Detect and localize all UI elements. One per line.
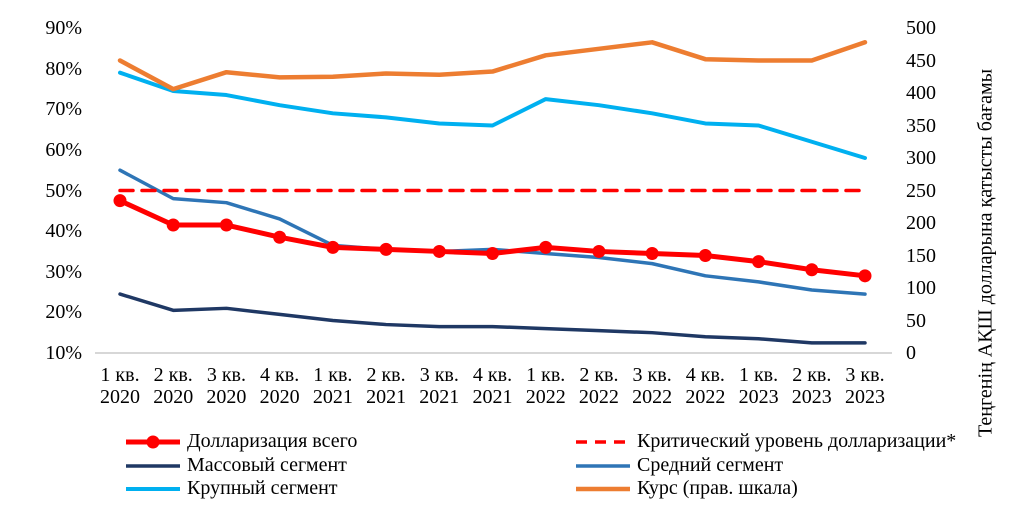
- series-line-mass_segment: [118, 292, 867, 345]
- legend-label: Крупный сегмент: [187, 477, 338, 499]
- y-left-tick-label: 70%: [45, 98, 82, 121]
- legend-item-dollarization-total: Долларизация всего: [126, 430, 357, 452]
- data-point-marker-dollarization_total: [486, 246, 499, 260]
- legend-item-exchange-rate: Курс (прав. шкала): [576, 477, 798, 499]
- x-axis-label: 1 кв. 2023: [738, 364, 779, 408]
- legend-line-marker-icon: [126, 433, 180, 449]
- right-axis-title: Теңгенің АҚШ долларына қатысты бағамы: [974, 68, 997, 438]
- legend-label: Критический уровень долларизации*: [637, 430, 957, 452]
- series-line-exchange_rate: [117, 40, 868, 92]
- y-right-tick-label: 150: [906, 244, 936, 267]
- y-right-tick-label: 100: [906, 277, 936, 299]
- data-point-marker-dollarization_total: [219, 218, 233, 232]
- y-left-tick-label: 40%: [45, 220, 82, 243]
- legend-label: Курс (прав. шкала): [637, 477, 798, 499]
- data-point-marker-dollarization_total: [645, 246, 659, 260]
- y-right-tick-label: 300: [906, 147, 936, 169]
- legend-line-marker-icon: [576, 457, 630, 473]
- x-axis-label: 1 кв. 2021: [312, 364, 353, 408]
- legend-label: Средний сегмент: [637, 454, 784, 476]
- data-point-marker-dollarization_total: [432, 244, 446, 258]
- legend-label: Долларизация всего: [187, 430, 358, 452]
- x-axis-label: 3 кв. 2020: [206, 364, 247, 408]
- y-left-tick-label: 10%: [45, 342, 82, 364]
- y-left-tick-label: 30%: [45, 260, 82, 283]
- y-left-tick-label: 90%: [45, 17, 82, 39]
- legend-item-mass-segment: Массовый сегмент: [126, 454, 347, 476]
- y-right-tick-label: 200: [906, 212, 936, 234]
- legend-line-marker-icon: [576, 480, 630, 496]
- data-point-marker-dollarization_total: [113, 194, 127, 208]
- legend-line-marker-icon: [126, 480, 180, 496]
- x-axis-label: 3 кв. 2021: [419, 364, 460, 408]
- y-right-tick-label: 400: [906, 82, 936, 104]
- y-left-tick-label: 20%: [45, 301, 82, 324]
- y-right-tick-label: 250: [906, 179, 936, 202]
- legend-item-medium-segment: Средний сегмент: [576, 454, 783, 476]
- data-point-marker-dollarization_total: [858, 269, 872, 283]
- x-axis-label: 4 кв. 2020: [259, 364, 300, 408]
- legend-item-critical-level: Критический уровень долларизации*: [576, 430, 956, 452]
- x-axis-label: 2 кв. 2022: [578, 364, 619, 408]
- legend-dashed-line-marker-icon: [576, 433, 630, 449]
- y-right-tick-label: 50: [906, 309, 926, 332]
- data-point-marker-dollarization_total: [379, 242, 393, 256]
- data-point-marker-dollarization_total: [326, 240, 340, 254]
- legend-item-large-segment: Крупный сегмент: [126, 477, 338, 499]
- series-line-large_segment: [118, 70, 867, 160]
- data-point-marker-dollarization_total: [592, 244, 606, 258]
- x-axis-label: 3 кв. 2023: [845, 364, 885, 408]
- legend-line-marker-icon: [126, 457, 180, 473]
- legend-label: Массовый сегмент: [187, 454, 347, 476]
- y-right-tick-label: 350: [906, 114, 936, 137]
- data-point-marker-dollarization_total: [752, 255, 766, 269]
- x-axis-label: 2 кв. 2023: [791, 364, 832, 408]
- x-axis-label: 4 кв. 2021: [472, 364, 513, 408]
- x-axis-label: 2 кв. 2021: [366, 364, 407, 408]
- x-axis-label: 3 кв. 2022: [632, 364, 673, 408]
- x-axis-label: 2 кв. 2020: [153, 364, 194, 408]
- data-point-marker-dollarization_total: [166, 218, 180, 232]
- x-axis-label: 1 кв. 2020: [100, 364, 140, 408]
- y-right-tick-label: 0: [906, 342, 916, 364]
- data-point-marker-dollarization_total: [273, 230, 287, 244]
- x-axis-label: 4 кв. 2022: [685, 364, 726, 408]
- y-right-tick-label: 500: [906, 17, 936, 39]
- y-left-tick-label: 80%: [45, 57, 82, 80]
- y-right-tick-label: 450: [906, 49, 936, 72]
- y-left-tick-label: 60%: [45, 138, 82, 161]
- data-point-marker-dollarization_total: [698, 249, 712, 262]
- x-axis-label: 1 кв. 2022: [525, 364, 566, 408]
- data-point-marker-dollarization_total: [539, 240, 553, 254]
- data-point-marker-dollarization_total: [805, 263, 819, 277]
- y-left-tick-label: 50%: [45, 179, 82, 202]
